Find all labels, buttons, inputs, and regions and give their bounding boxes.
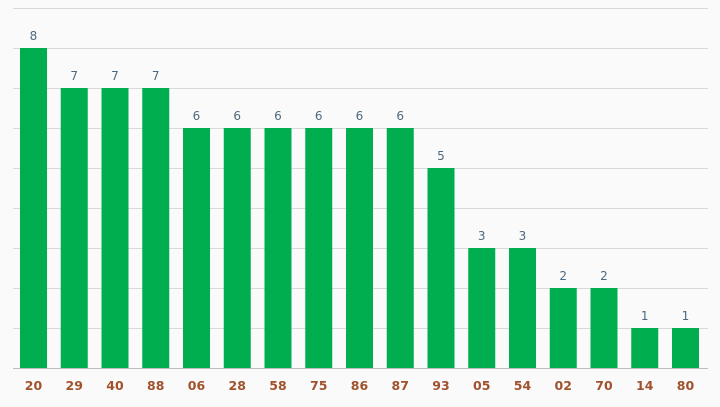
category-label-80: 80 bbox=[677, 378, 695, 393]
bar-58 bbox=[264, 128, 292, 368]
bar-75 bbox=[305, 128, 333, 368]
bar-87 bbox=[386, 128, 414, 368]
bar-20 bbox=[20, 48, 47, 368]
category-label-28: 28 bbox=[229, 378, 246, 393]
category-label-86: 86 bbox=[351, 378, 369, 393]
value-label-28: 6 bbox=[233, 109, 241, 123]
bar-54 bbox=[509, 248, 536, 368]
category-label-02: 02 bbox=[555, 378, 572, 393]
value-labels: 8 7 7 7 6 6 6 6 6 6 5 3 3 2 2 1 1 bbox=[30, 29, 690, 323]
bar-14 bbox=[631, 328, 659, 368]
value-label-20: 8 bbox=[30, 29, 38, 43]
bar-80 bbox=[672, 328, 699, 368]
category-label-58: 58 bbox=[269, 378, 286, 393]
value-label-40: 7 bbox=[111, 69, 119, 83]
category-labels: 20 29 40 88 06 28 58 75 86 87 93 05 54 02 70 14 80 bbox=[25, 378, 695, 393]
category-label-29: 29 bbox=[66, 378, 83, 393]
bar-02 bbox=[549, 288, 577, 368]
category-label-54: 54 bbox=[514, 378, 532, 393]
value-label-02: 2 bbox=[559, 269, 567, 283]
bar-06 bbox=[183, 128, 210, 368]
bar-28 bbox=[223, 128, 251, 368]
bar-29 bbox=[60, 88, 88, 368]
category-label-40: 40 bbox=[106, 378, 124, 393]
value-label-58: 6 bbox=[274, 109, 282, 123]
value-label-88: 7 bbox=[152, 69, 160, 83]
value-label-14: 1 bbox=[641, 309, 649, 323]
value-label-80: 1 bbox=[682, 309, 690, 323]
category-label-93: 93 bbox=[432, 378, 449, 393]
category-label-75: 75 bbox=[310, 378, 327, 393]
category-label-06: 06 bbox=[188, 378, 206, 393]
category-label-87: 87 bbox=[392, 378, 409, 393]
bar-93 bbox=[427, 168, 455, 368]
category-label-88: 88 bbox=[147, 378, 164, 393]
value-label-75: 6 bbox=[315, 109, 323, 123]
bar-86 bbox=[346, 128, 373, 368]
bar-05 bbox=[468, 248, 496, 368]
value-label-70: 2 bbox=[600, 269, 608, 283]
bar-88 bbox=[142, 88, 170, 368]
category-label-70: 70 bbox=[595, 378, 613, 393]
bars bbox=[20, 48, 699, 368]
value-label-29: 7 bbox=[70, 69, 78, 83]
value-label-86: 6 bbox=[356, 109, 364, 123]
category-label-20: 20 bbox=[25, 378, 43, 393]
value-label-87: 6 bbox=[396, 109, 404, 123]
value-label-93: 5 bbox=[437, 149, 445, 163]
category-label-14: 14 bbox=[636, 378, 654, 393]
value-label-06: 6 bbox=[193, 109, 201, 123]
category-label-05: 05 bbox=[473, 378, 490, 393]
bar-70 bbox=[590, 288, 618, 368]
value-label-05: 3 bbox=[478, 229, 486, 243]
bar-40 bbox=[101, 88, 129, 368]
value-label-54: 3 bbox=[519, 229, 527, 243]
